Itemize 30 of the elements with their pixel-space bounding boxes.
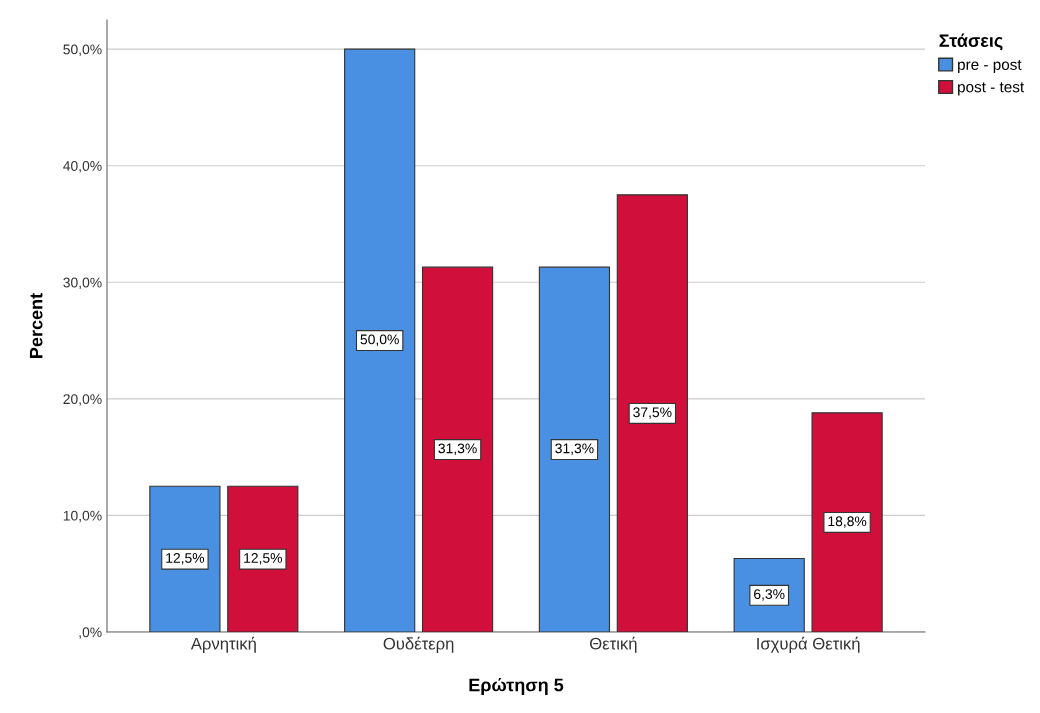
bar	[344, 48, 416, 632]
y-tick-label: ,0%	[79, 627, 102, 639]
y-tick-label: 20,0%	[63, 394, 102, 406]
data-label: 6,3%	[754, 589, 785, 601]
bar	[149, 485, 221, 632]
bar	[538, 266, 611, 632]
data-label: 12,5%	[166, 553, 205, 565]
bar	[616, 194, 688, 632]
y-axis-title: Percent	[29, 293, 43, 358]
legend-title: Στάσεις	[939, 33, 1003, 51]
data-label: 18,8%	[828, 516, 867, 528]
data-label: 12,5%	[244, 553, 283, 565]
x-axis-title: Ερώτηση 5	[469, 677, 564, 695]
x-tick-label: Αρνητική	[190, 636, 256, 653]
legend-label: pre - post	[958, 59, 1022, 73]
data-label: 31,3%	[438, 443, 477, 455]
data-label: 50,0%	[360, 334, 399, 346]
bar	[811, 412, 883, 632]
x-tick-label: Θετική	[590, 636, 637, 653]
x-tick-label: Ουδέτερη	[383, 636, 454, 653]
bar	[421, 266, 494, 632]
bar	[227, 485, 299, 632]
y-tick-label: 10,0%	[63, 510, 102, 523]
y-tick-label: 50,0%	[63, 44, 102, 56]
y-tick-label: 40,0%	[63, 161, 102, 173]
data-label: 31,3%	[555, 443, 594, 455]
x-tick-label: Ισχυρά Θετική	[757, 636, 860, 653]
data-label: 37,5%	[633, 407, 672, 419]
y-tick-label: 30,0%	[63, 277, 102, 290]
legend-label: post - test	[958, 82, 1025, 96]
